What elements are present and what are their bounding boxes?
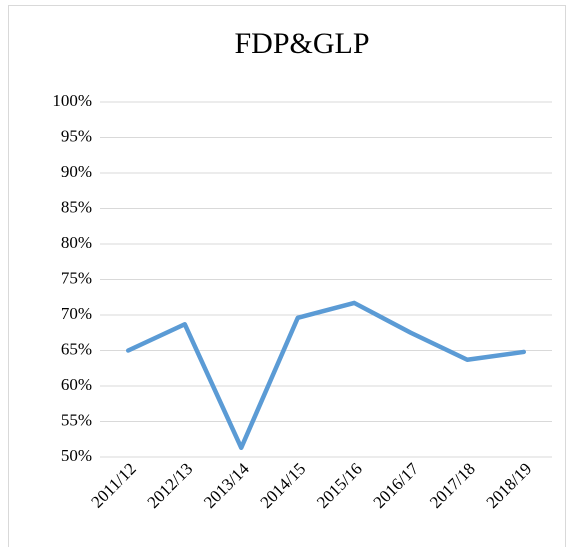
y-tick-label: 85% (61, 197, 92, 216)
y-tick-label: 65% (61, 339, 92, 358)
y-tick-label: 90% (61, 162, 92, 181)
y-tick-label: 75% (61, 268, 92, 287)
y-tick-label: 80% (61, 233, 92, 252)
y-tick-label: 100% (52, 91, 92, 110)
chart-title: FDP&GLP (234, 27, 369, 60)
y-tick-label: 95% (61, 126, 92, 145)
y-tick-label: 60% (61, 375, 92, 394)
chart-frame (8, 5, 566, 547)
y-tick-label: 55% (61, 410, 92, 429)
y-tick-label: 70% (61, 304, 92, 323)
line-series (126, 300, 526, 451)
y-tick-label: 50% (61, 446, 92, 465)
